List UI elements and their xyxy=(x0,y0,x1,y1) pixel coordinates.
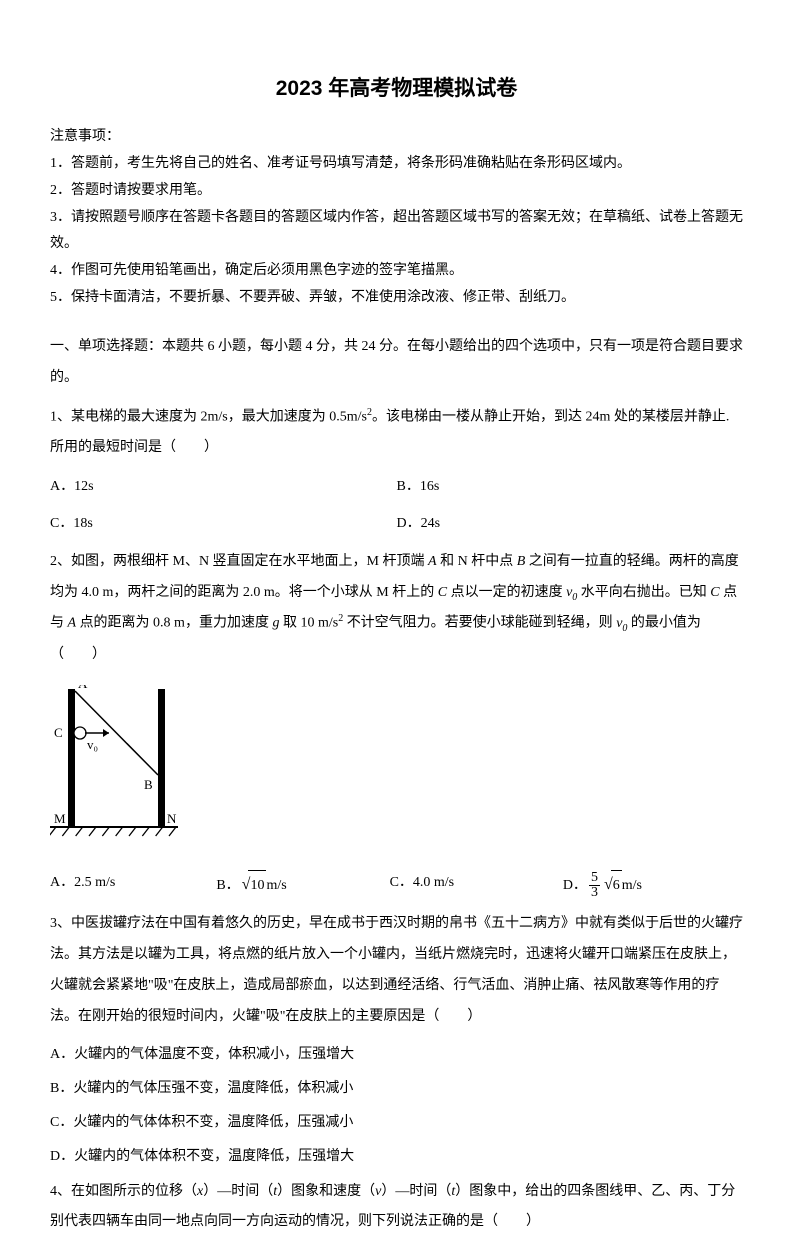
notice-header: 注意事项： xyxy=(50,124,743,149)
sym-B: B xyxy=(517,554,526,569)
q2-option-c: C．4.0 m/s xyxy=(390,868,563,902)
q2-option-a: A．2.5 m/s xyxy=(50,868,216,902)
notice-item: 5．保持卡面清洁，不要折暴、不要弄破、弄皱，不准使用涂改液、修正带、刮纸刀。 xyxy=(50,285,743,310)
q2-t1: 2、如图，两根细杆 M、N 竖直固定在水平地面上，M 杆顶端 xyxy=(50,554,428,569)
sym-v0: v0 xyxy=(566,585,577,600)
q2d-unit: m/s xyxy=(622,878,642,893)
q1-option-a: A．12s xyxy=(50,472,397,501)
q1-text-1: 1、某电梯的最大速度为 2m/s，最大加速度为 0.5m/s xyxy=(50,409,367,424)
svg-text:B: B xyxy=(144,777,153,792)
q1-options-row1: A．12s B．16s xyxy=(50,472,743,501)
q3-option-a: A．火罐内的气体温度不变，体积减小，压强增大 xyxy=(50,1041,743,1069)
svg-text:A: A xyxy=(78,685,88,691)
q1-option-c: C．18s xyxy=(50,509,397,538)
q4-t4: ）—时间（ xyxy=(381,1184,451,1199)
q2-t5: 水平向右抛出。已知 xyxy=(577,585,710,600)
q2d-pre: D． xyxy=(563,878,587,893)
q2-t8: 取 10 m/s xyxy=(279,616,338,631)
q1-options-row2: C．18s D．24s xyxy=(50,509,743,538)
q3-option-c: C．火罐内的气体体积不变，温度降低，压强减小 xyxy=(50,1109,743,1137)
section-intro: 一、单项选择题：本题共 6 小题，每小题 4 分，共 24 分。在每小题给出的四… xyxy=(50,332,743,394)
notice-item: 4．作图可先使用铅笔画出，确定后必须用黑色字迹的签字笔描黑。 xyxy=(50,258,743,283)
sym-C2: C xyxy=(710,585,719,600)
fraction-icon: 53 xyxy=(589,871,600,900)
svg-text:v₀: v₀ xyxy=(87,737,98,752)
question-4: 4、在如图所示的位移（x）—时间（t）图象和速度（v）—时间（t）图象中，给出的… xyxy=(50,1177,743,1238)
q3-option-d: D．火罐内的气体体积不变，温度降低，压强增大 xyxy=(50,1143,743,1171)
sym-v0b: v0 xyxy=(616,616,627,631)
q1-option-b: B．16s xyxy=(397,472,744,501)
q4-t2: ）—时间（ xyxy=(203,1184,273,1199)
q2-svg: A B C M Nv₀ xyxy=(50,685,178,845)
sqrt-icon: √10 xyxy=(240,868,267,902)
sqrt-icon: √6 xyxy=(602,868,622,902)
question-3: 3、中医拔罐疗法在中国有着悠久的历史，早在成书于西汉时期的帛书《五十二病方》中就… xyxy=(50,909,743,1032)
svg-text:N: N xyxy=(167,811,177,826)
q3-option-b: B．火罐内的气体压强不变，温度降低，体积减小 xyxy=(50,1075,743,1103)
q2-t7: 点的距离为 0.8 m，重力加速度 xyxy=(76,616,272,631)
q2-options-row: A．2.5 m/s B．√10m/s C．4.0 m/s D．53√6m/s xyxy=(50,868,743,902)
svg-text:C: C xyxy=(54,725,63,740)
notice-item: 1．答题前，考生先将自己的姓名、准考证号码填写清楚，将条形码准确粘贴在条形码区域… xyxy=(50,151,743,176)
notice-item: 2．答题时请按要求用笔。 xyxy=(50,178,743,203)
sym-C: C xyxy=(438,585,447,600)
question-1: 1、某电梯的最大速度为 2m/s，最大加速度为 0.5m/s2。该电梯由一楼从静… xyxy=(50,402,743,464)
page-title: 2023 年高考物理模拟试卷 xyxy=(50,70,743,108)
q2-t4: 点以一定的初速度 xyxy=(447,585,566,600)
q4-t1: 4、在如图所示的位移（ xyxy=(50,1184,197,1199)
sym-A2: A xyxy=(68,616,77,631)
q2-t9: 不计空气阻力。若要使小球能碰到轻绳，则 xyxy=(343,616,616,631)
q1-option-d: D．24s xyxy=(397,509,744,538)
question-2: 2、如图，两根细杆 M、N 竖直固定在水平地面上，M 杆顶端 A 和 N 杆中点… xyxy=(50,547,743,671)
sym-A: A xyxy=(428,554,437,569)
svg-text:M: M xyxy=(54,811,66,826)
q2b-unit: m/s xyxy=(266,878,286,893)
q4-t3: ）图象和速度（ xyxy=(277,1184,375,1199)
q2-option-b: B．√10m/s xyxy=(216,868,389,902)
q2-option-d: D．53√6m/s xyxy=(563,868,743,902)
q2-diagram: A B C M Nv₀ xyxy=(50,685,743,854)
notice-item: 3．请按照题号顺序在答题卡各题目的答题区域内作答，超出答题区域书写的答案无效；在… xyxy=(50,205,743,255)
q2b-pre: B． xyxy=(216,878,239,893)
q2-t2: 和 N 杆中点 xyxy=(437,554,517,569)
